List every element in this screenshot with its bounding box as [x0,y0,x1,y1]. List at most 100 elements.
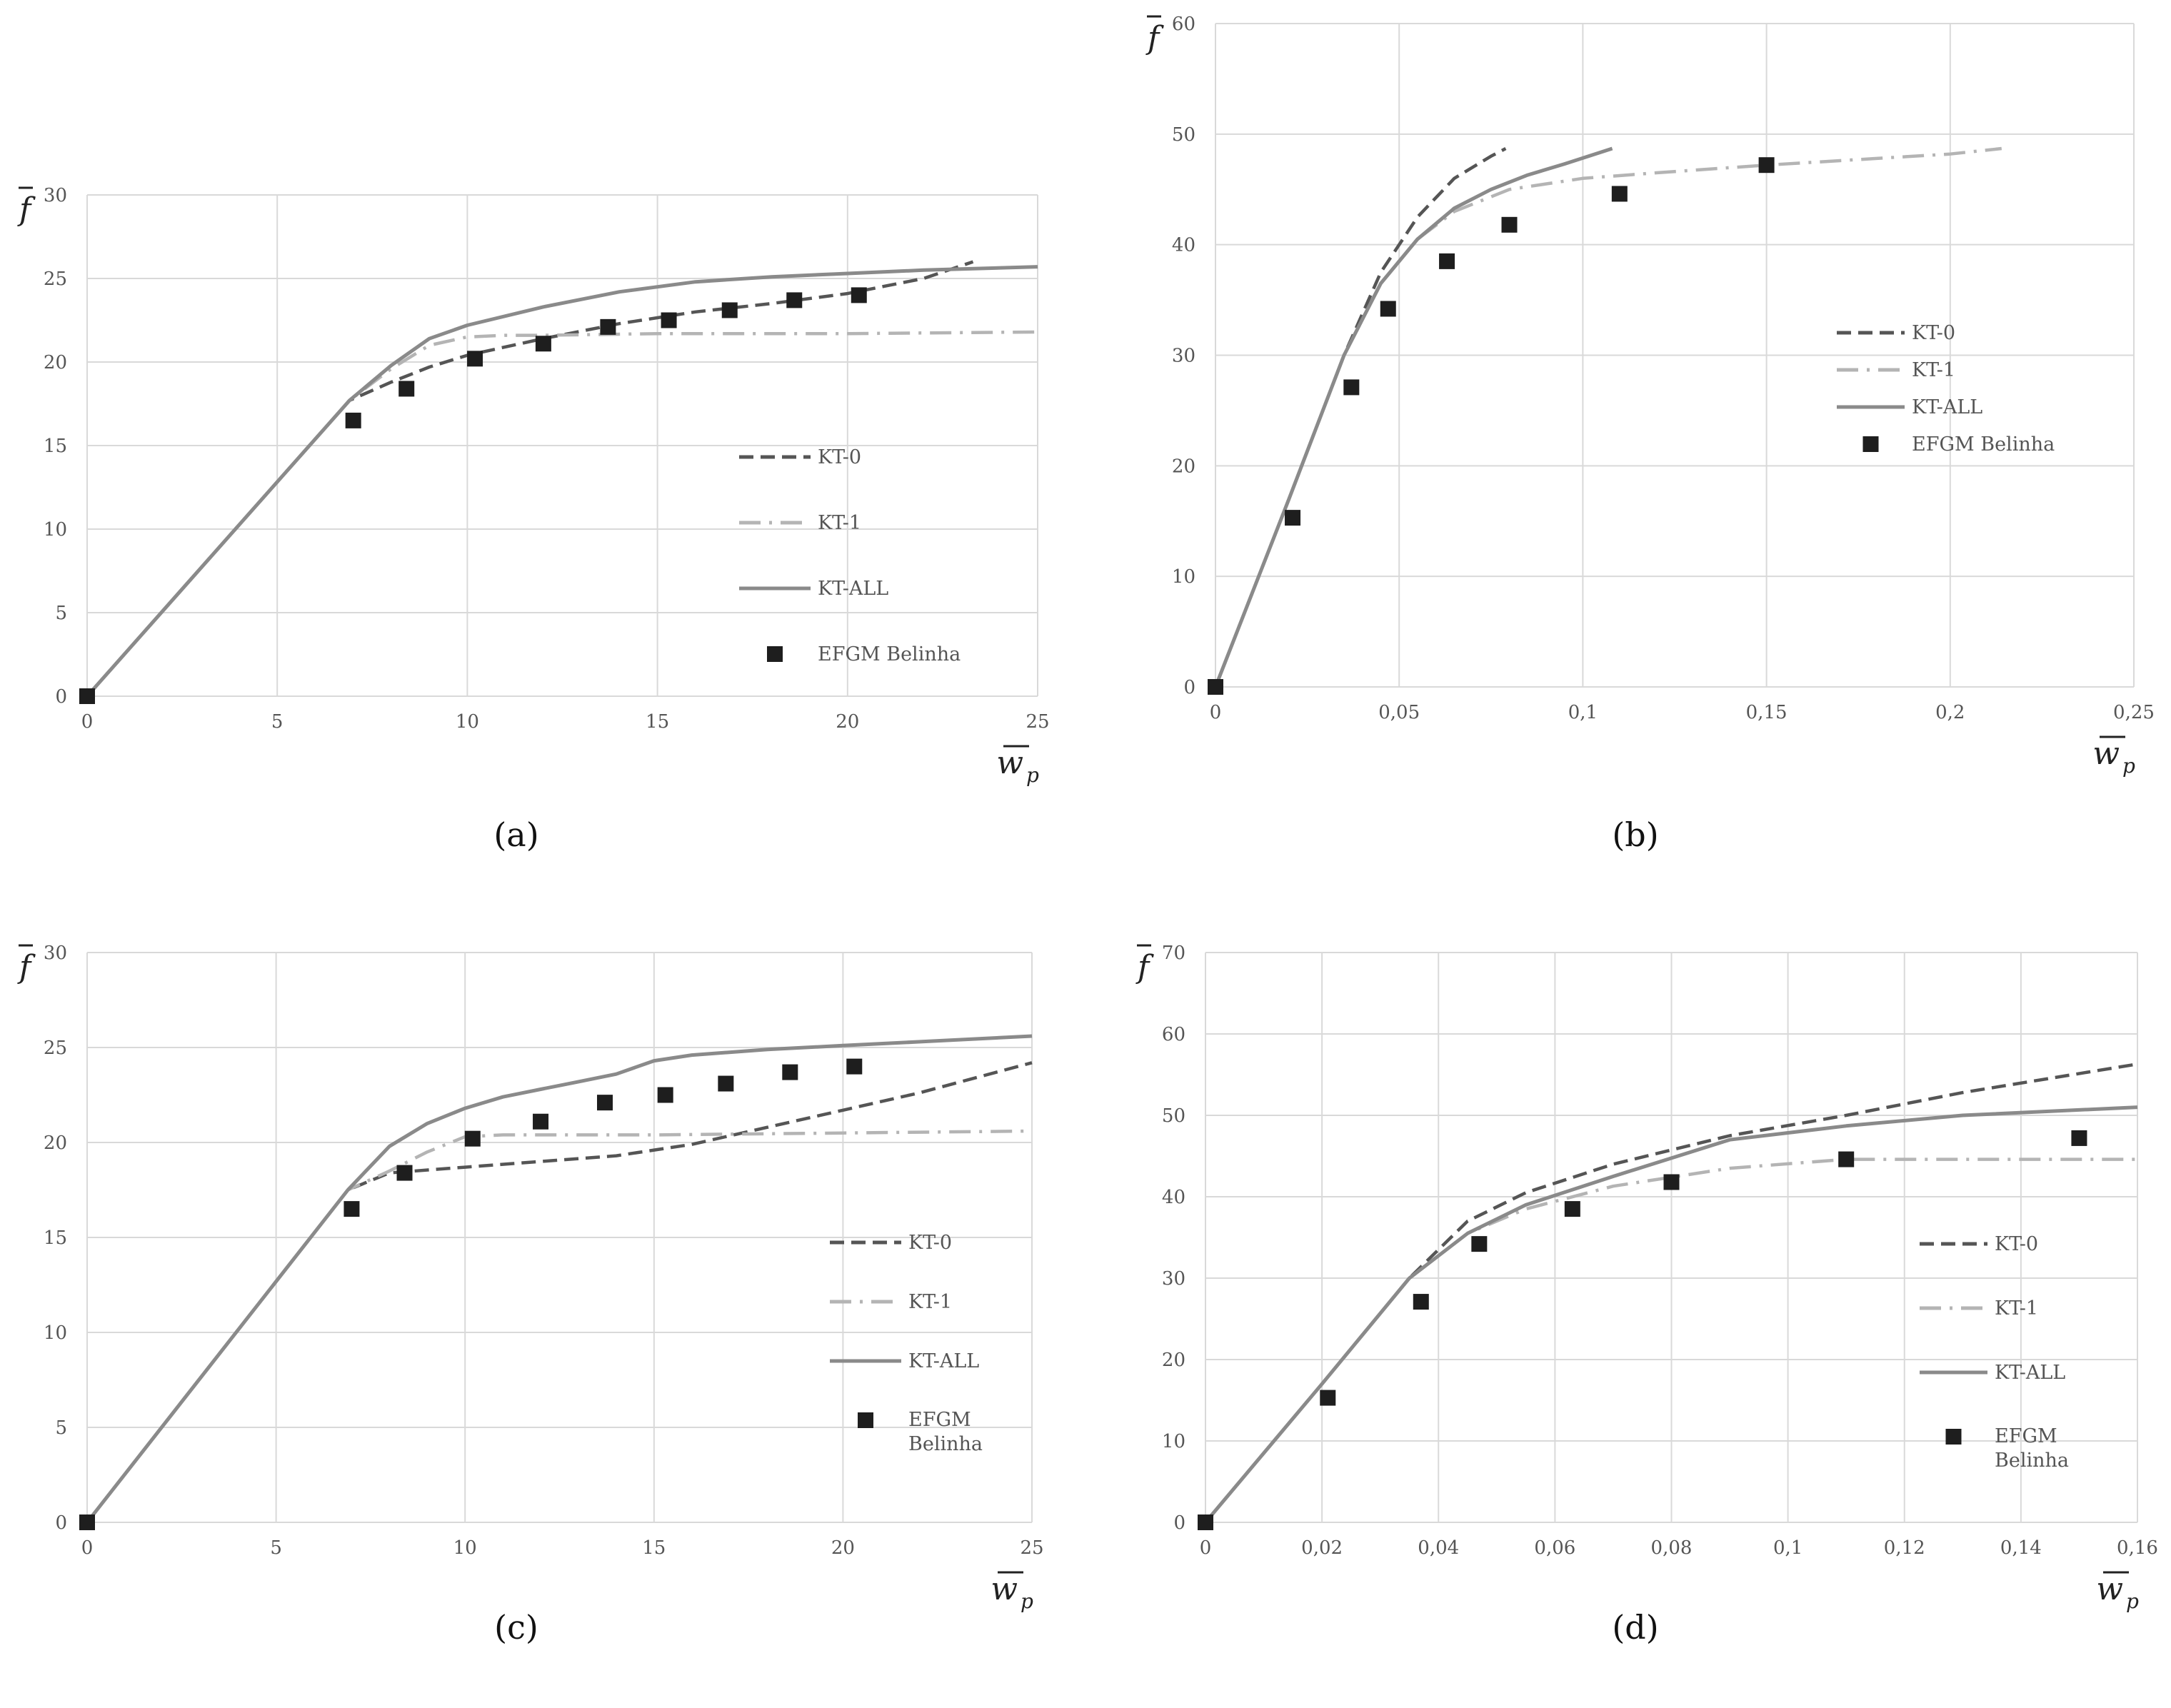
efgm-marker [398,381,415,397]
y-tick-label: 25 [44,268,67,290]
efgm-marker [782,1064,798,1080]
efgm-marker [1343,379,1360,396]
legend: KT-0 KT-1 KT-ALL EFGM Belinha [739,446,961,665]
x-tick-label: 0,14 [2000,1537,2042,1559]
legend-label: EFGM Belinha [818,643,961,665]
legend-label: KT-ALL [908,1350,979,1372]
y-axis-label: f [1145,20,1164,56]
x-tick-label: 10 [453,1537,477,1559]
legend-label: KT-0 [1995,1233,2038,1255]
x-tick-label: 20 [836,711,859,733]
efgm-marker [597,1095,613,1111]
efgm-marker [1439,253,1455,269]
efgm-marker [1611,186,1628,202]
legend: KT-0 KT-1 KT-ALL EFGM Belinha [1837,322,2055,456]
x-axis-label-subscript: p [2122,754,2135,778]
efgm-marker [1380,301,1396,317]
x-axis-label: w [2092,735,2120,772]
y-tick-label: 5 [55,603,67,624]
x-tick-label: 5 [270,1537,282,1559]
legend-label: KT-0 [1912,322,1955,344]
efgm-marker [661,312,677,328]
y-tick-label: 30 [44,943,67,964]
x-tick-label: 15 [646,711,669,733]
y-axis-label: f [1135,949,1154,985]
y-tick-label: 30 [1172,346,1195,367]
x-axis-label: w [2096,1571,2123,1607]
y-tick-label: 25 [44,1038,67,1059]
legend-label: KT-1 [1995,1297,2038,1320]
efgm-marker [721,302,738,318]
y-tick-label: 70 [1162,943,1185,964]
series-line-kt-all [1204,1105,2138,1524]
efgm-marker [657,1087,673,1103]
y-tick-label: 30 [1162,1268,1185,1290]
y-tick-label: 10 [1172,566,1195,588]
efgm-marker [396,1165,413,1181]
x-tick-label: 0,1 [1773,1537,1803,1559]
panel-label: (a) [493,815,538,854]
series-line-kt-0 [1213,147,1507,688]
efgm-marker [535,336,551,352]
series-line-kt-1 [1213,146,2002,688]
series-line-kt-0 [86,260,974,698]
x-tick-label: 10 [456,711,479,733]
efgm-marker [1198,1514,1213,1530]
efgm-marker [1320,1390,1336,1406]
y-tick-label: 0 [1173,1512,1185,1534]
x-axis-label-subscript: p [1021,1589,1033,1613]
y-tick-label: 50 [1162,1105,1185,1127]
legend-label: EFGM Belinha [1995,1425,2069,1472]
panel-label: (d) [1612,1608,1658,1647]
legend-label: KT-1 [908,1291,952,1313]
efgm-marker [345,412,361,428]
x-tick-label: 0,12 [1884,1537,1925,1559]
efgm-marker [786,292,803,308]
x-tick-label: 0 [81,711,94,733]
x-tick-label: 0 [1200,1537,1212,1559]
legend-label: KT-1 [1912,359,1955,381]
legend-label: KT-ALL [818,578,888,600]
x-tick-label: 0,15 [1746,702,1788,723]
y-tick-label: 60 [1172,14,1195,35]
x-tick-label: 0 [81,1537,94,1559]
legend-label: KT-0 [908,1232,952,1254]
x-axis-label: w [991,1571,1018,1607]
efgm-marker [600,318,616,335]
x-axis-label-subscript: p [1026,763,1039,787]
y-tick-label: 0 [55,686,67,708]
x-tick-label: 0,2 [1935,702,1965,723]
series-line-kt-all [86,1034,1033,1524]
efgm-marker [2071,1130,2087,1146]
y-tick-label: 20 [44,1132,67,1154]
series-line-kt-1 [86,330,1038,698]
efgm-marker [1758,157,1775,174]
x-tick-label: 0,04 [1418,1537,1459,1559]
panel-label: (b) [1612,815,1658,854]
x-axis-label-subscript: p [2126,1589,2139,1613]
efgm-marker [1564,1201,1580,1217]
legend-label: KT-0 [818,446,861,468]
y-axis-label: f [17,191,36,228]
efgm-marker [1838,1151,1855,1167]
y-tick-label: 60 [1162,1024,1185,1045]
y-axis-label: f [17,949,36,985]
x-tick-label: 0,25 [2113,702,2155,723]
y-tick-label: 20 [1172,456,1195,477]
y-tick-label: 10 [1162,1431,1185,1452]
efgm-marker [846,1058,863,1075]
y-tick-label: 20 [44,352,67,373]
series-line-kt-0 [86,1061,1033,1524]
efgm-marker [851,287,867,303]
x-tick-label: 5 [271,711,284,733]
legend-label: KT-ALL [1995,1362,2065,1384]
x-tick-label: 0,05 [1378,702,1420,723]
y-tick-label: 50 [1172,124,1195,146]
efgm-marker [79,1514,95,1530]
efgm-marker [467,351,483,367]
legend-marker [858,1412,873,1428]
x-tick-label: 20 [831,1537,855,1559]
x-tick-label: 25 [1020,1537,1043,1559]
